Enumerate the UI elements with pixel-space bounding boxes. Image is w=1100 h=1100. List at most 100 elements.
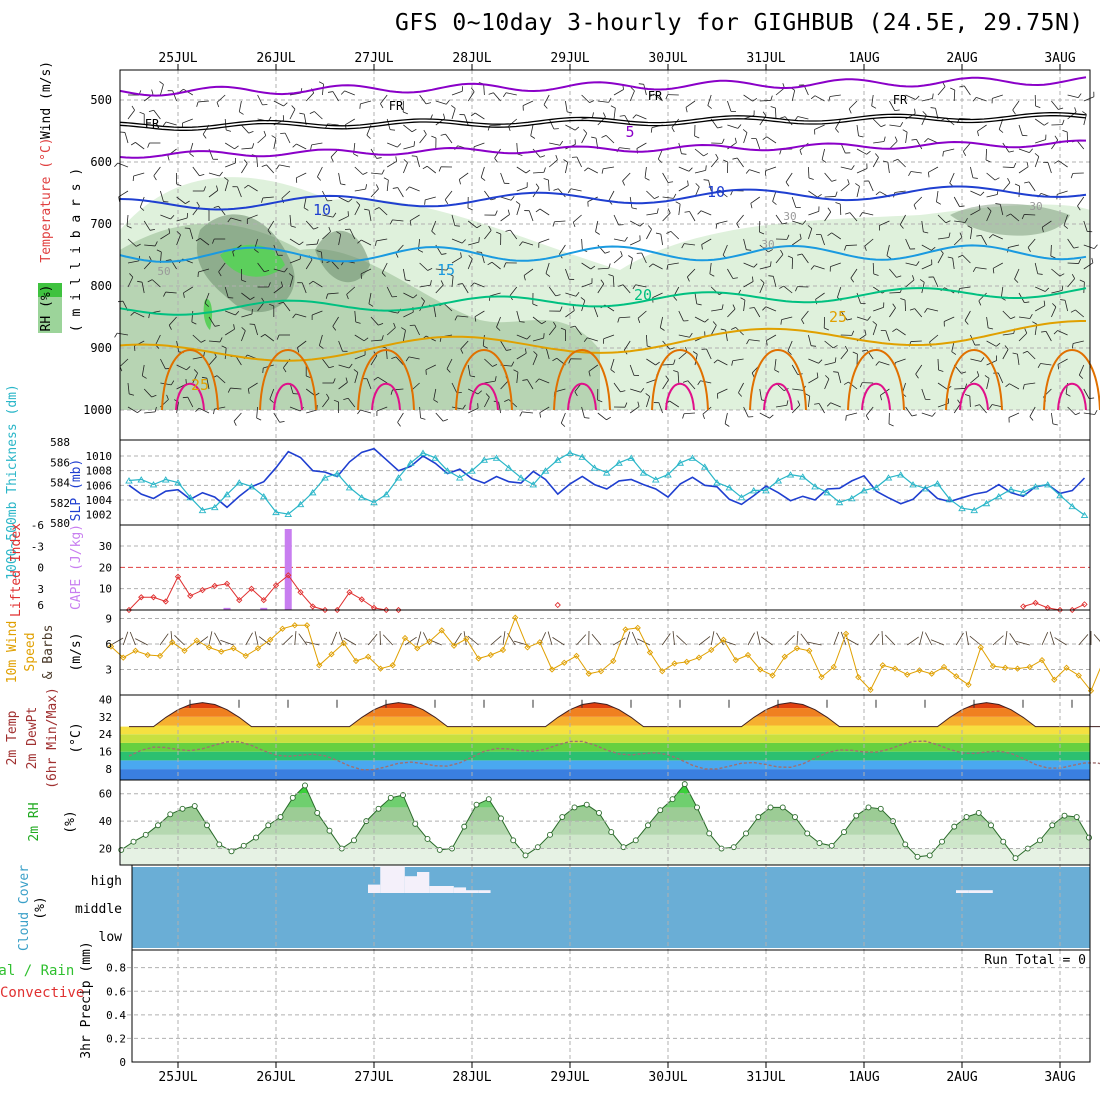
- wind-barb-flag: [902, 129, 908, 133]
- wind-barb-flag: [130, 142, 136, 146]
- wind-speed-marker: [548, 666, 556, 673]
- wind-barb-flag: [325, 123, 329, 129]
- wind-barb: [904, 299, 906, 312]
- wind-barb-flag: [332, 326, 337, 331]
- thickness-tick-label: 588: [50, 436, 70, 449]
- wind-barb: [784, 116, 793, 126]
- wind-barb-flag: [448, 273, 454, 277]
- wind-barb-flag: [244, 184, 249, 189]
- rh-axis-label: RH (%): [39, 285, 54, 332]
- wind-barb: [581, 94, 590, 103]
- wind-barb: [548, 326, 557, 336]
- thickness-marker: [884, 474, 893, 481]
- wind-barb: [986, 172, 996, 181]
- wind-barb: [830, 402, 841, 408]
- surface-wind-barb: [159, 633, 169, 646]
- wind-speed-marker: [879, 662, 886, 669]
- date-label-top: 27JUL: [354, 51, 393, 66]
- wind-barb: [435, 284, 444, 294]
- contour-20c: [119, 287, 1087, 316]
- wind-barb: [305, 259, 313, 270]
- wind-barb-flag: [654, 196, 660, 200]
- wind-barb: [345, 118, 356, 126]
- wind-speed-marker: [512, 614, 519, 621]
- wind-barb: [238, 100, 242, 112]
- thickness-marker: [602, 469, 611, 476]
- wind-barb: [570, 188, 582, 192]
- wind-barb: [894, 190, 906, 193]
- wind-barb-flag: [740, 297, 746, 301]
- temp-band: [120, 702, 1090, 709]
- rh-marker: [694, 804, 700, 811]
- wind-barb: [241, 313, 253, 318]
- wind-barb-flag: [930, 107, 936, 109]
- dewpoint-line: [128, 740, 1100, 771]
- wind-barb: [1002, 333, 1014, 336]
- thickness-marker: [443, 467, 452, 474]
- wind-barb-flag: [353, 153, 359, 157]
- contour-30c: [945, 349, 1003, 411]
- wind-barb-flag: [185, 378, 187, 385]
- wind-barb: [273, 268, 285, 273]
- wind-barb-flag: [1052, 423, 1058, 426]
- rh-shade-90: [203, 299, 213, 330]
- wind-barb-flag: [234, 145, 239, 150]
- wind-barb: [208, 356, 217, 366]
- rh-marker: [657, 807, 664, 814]
- wind-barb-flag: [443, 419, 448, 422]
- wind-speed-marker: [536, 639, 543, 646]
- wind-barb: [717, 359, 728, 366]
- wind-barb: [727, 100, 732, 112]
- wind-barb-flag: [880, 395, 882, 401]
- wind-barb-flag: [204, 302, 210, 307]
- wind-barb-flag: [658, 158, 663, 163]
- thickness-marker: [615, 459, 623, 466]
- wind-barb: [850, 268, 858, 279]
- wind-barb: [743, 281, 754, 288]
- wind-barb-flag: [317, 176, 322, 181]
- wind-speed-marker: [904, 671, 911, 678]
- wind-barb-flag: [751, 276, 754, 282]
- thickness-marker: [149, 481, 158, 488]
- wind-barb: [849, 212, 858, 222]
- wind-barb: [937, 86, 946, 96]
- wind-barb: [603, 166, 615, 170]
- wind-barb: [532, 354, 538, 366]
- cloud-high-bar: [417, 872, 430, 893]
- wind-barb: [985, 148, 987, 161]
- wind-barb: [775, 254, 784, 264]
- wind-barb: [641, 252, 647, 264]
- wind-barb: [443, 303, 453, 312]
- wind-barb-flag: [912, 275, 915, 281]
- wind-barb-flag: [148, 256, 152, 262]
- wind-speed-marker: [720, 636, 727, 643]
- wind-axis-label: Wind (m/s): [39, 61, 54, 139]
- wind-speed-marker: [316, 662, 323, 669]
- wind-barb-flag: [278, 301, 284, 304]
- wind-barb: [370, 339, 382, 342]
- wind-speed-marker: [1075, 672, 1082, 679]
- wind-barb: [289, 258, 301, 264]
- rh-marker: [228, 848, 235, 855]
- wind-barb-flag: [380, 103, 384, 109]
- wind-barb: [787, 340, 793, 352]
- wind-barb-flag: [667, 208, 671, 214]
- wind-barb-flag: [671, 127, 675, 133]
- wind-barb-flag: [915, 373, 919, 379]
- wind-barb: [791, 196, 797, 208]
- wind-speed-marker: [597, 668, 605, 675]
- rh-marker: [204, 822, 210, 829]
- wind-barb: [224, 348, 227, 360]
- wind-barb-flag: [620, 390, 626, 393]
- wind-barb: [1035, 139, 1046, 144]
- contour-30c: [749, 349, 807, 411]
- wind-barb: [889, 292, 901, 294]
- wind-barb: [856, 316, 868, 321]
- wind-barb-flag: [630, 87, 635, 92]
- wind-barb: [1024, 382, 1036, 385]
- wind-barb: [613, 382, 621, 393]
- wind-tick-label: 6: [105, 638, 112, 651]
- wind-barb: [451, 214, 456, 226]
- wind-barb-flag: [962, 151, 967, 157]
- wind-barb-flag: [769, 414, 774, 419]
